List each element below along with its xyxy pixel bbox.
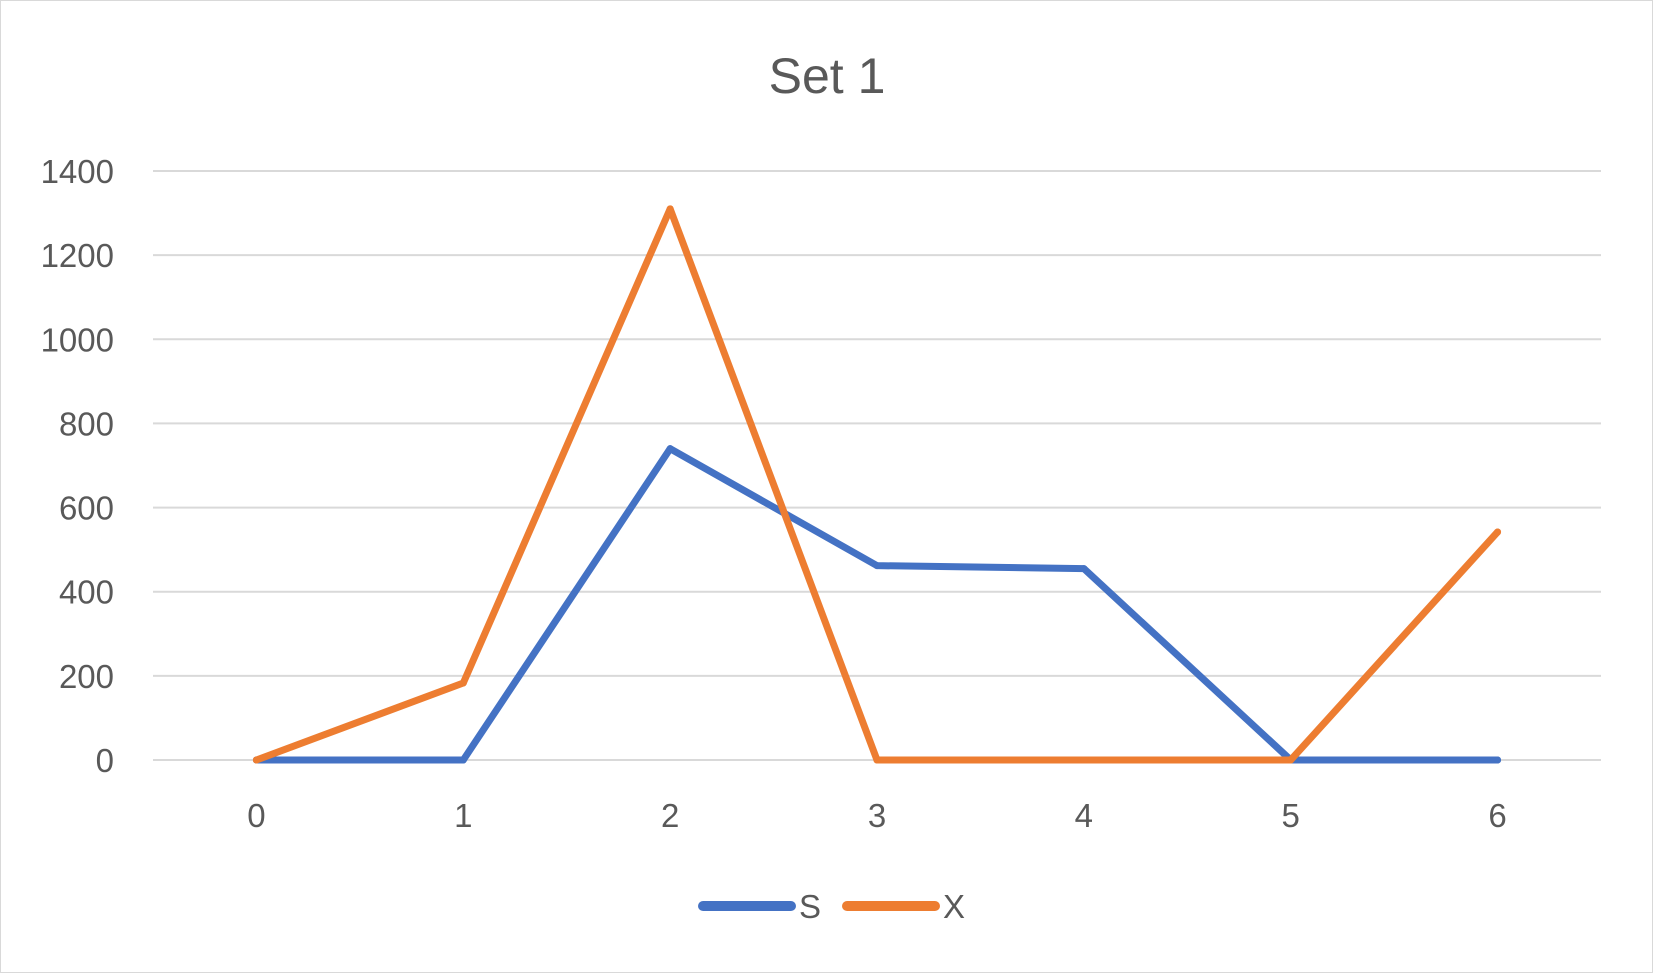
x-axis-tick-labels: 0 1 2 3 4 5 6 xyxy=(247,797,1507,834)
x-tick-label: 4 xyxy=(1075,797,1093,834)
data-point-x xyxy=(459,679,467,687)
y-tick-label: 1400 xyxy=(41,153,114,190)
series-line-x xyxy=(252,205,1502,764)
y-tick-label: 1200 xyxy=(41,237,114,274)
y-tick-label: 800 xyxy=(59,405,114,442)
legend-label: X xyxy=(943,888,965,925)
data-point-s xyxy=(459,756,467,764)
data-point-s xyxy=(1494,756,1502,764)
gridlines xyxy=(153,170,1601,761)
data-point-x xyxy=(1080,756,1088,764)
series-line-s xyxy=(252,445,1502,764)
data-point-x xyxy=(252,756,260,764)
data-point-s xyxy=(873,562,881,570)
series-lines xyxy=(252,205,1502,764)
x-tick-label: 1 xyxy=(454,797,472,834)
x-tick-label: 5 xyxy=(1282,797,1300,834)
data-point-x xyxy=(666,205,674,213)
y-axis-tick-labels: 0 200 400 600 800 1000 1200 1400 xyxy=(41,153,114,779)
y-tick-label: 600 xyxy=(59,490,114,527)
x-tick-label: 3 xyxy=(868,797,886,834)
y-tick-label: 0 xyxy=(96,742,114,779)
legend-label: S xyxy=(799,888,821,925)
chart-title: Set 1 xyxy=(769,48,886,104)
data-point-x xyxy=(1494,528,1502,536)
data-point-x xyxy=(1287,756,1295,764)
data-point-x xyxy=(873,756,881,764)
x-tick-label: 0 xyxy=(247,797,265,834)
data-point-s xyxy=(1080,565,1088,573)
y-tick-label: 200 xyxy=(59,658,114,695)
x-tick-label: 6 xyxy=(1488,797,1506,834)
y-tick-label: 1000 xyxy=(41,321,114,358)
data-point-s xyxy=(666,445,674,453)
y-tick-label: 400 xyxy=(59,574,114,611)
x-tick-label: 2 xyxy=(661,797,679,834)
